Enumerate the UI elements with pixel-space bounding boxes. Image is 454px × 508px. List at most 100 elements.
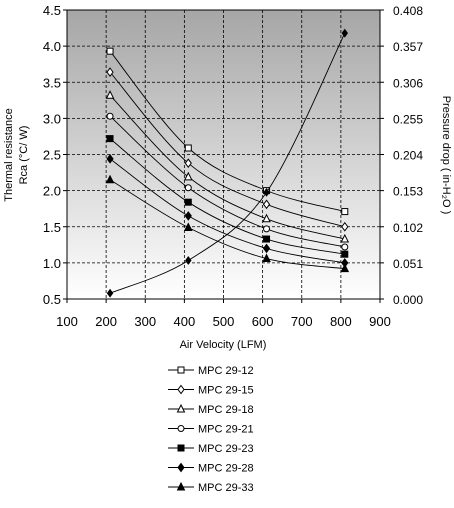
data-point xyxy=(262,213,271,223)
grid xyxy=(67,10,380,299)
series-mpc-29-21 xyxy=(106,112,349,251)
series-line xyxy=(109,50,345,213)
series-mpc-29-28 xyxy=(106,154,349,268)
y2-tick-label: 0.051 xyxy=(393,257,423,271)
y-axis-label-line2: Rca (°C/ W) xyxy=(18,126,30,185)
y2-tick-label: 0.102 xyxy=(393,221,423,235)
data-point xyxy=(341,208,349,216)
legend-marker xyxy=(177,444,185,452)
pressure-point xyxy=(185,256,192,265)
legend-marker xyxy=(177,425,185,432)
legend-marker xyxy=(176,481,186,491)
legend-item: MPC 29-15 xyxy=(168,385,254,397)
pressure-point xyxy=(106,288,114,298)
legend-item: MPC 29-33 xyxy=(168,481,254,494)
series-line xyxy=(109,138,345,255)
pressure-line xyxy=(109,32,346,294)
data-point xyxy=(106,112,114,120)
legend-label: MPC 29-21 xyxy=(198,424,254,436)
pressure-point xyxy=(341,28,349,38)
legend: MPC 29-12 MPC 29-15 MPC 29-18 MPC 29-21 MPC … xyxy=(168,365,254,494)
data-point xyxy=(340,233,350,243)
data-point xyxy=(263,235,271,243)
y2-tick-label: 0.306 xyxy=(393,76,423,90)
x-tick-label: 500 xyxy=(213,314,235,329)
legend-marker xyxy=(177,366,185,374)
data-point xyxy=(341,243,349,251)
series-pressure-drop xyxy=(106,28,349,298)
y-tick-label: 0.5 xyxy=(43,292,61,307)
y2-tick-label: 0.153 xyxy=(393,185,423,199)
data-point xyxy=(106,135,114,143)
data-point xyxy=(106,154,114,164)
series-mpc-29-33 xyxy=(105,174,350,273)
data-point xyxy=(341,250,349,258)
legend-label: MPC 29-28 xyxy=(198,463,254,475)
legend-item: MPC 29-28 xyxy=(168,463,254,475)
data-point xyxy=(106,67,114,77)
series-mpc-29-15 xyxy=(106,67,349,232)
series-line xyxy=(109,179,345,270)
y2-tick-label: 0.204 xyxy=(393,149,423,163)
data-point xyxy=(105,90,115,99)
data-point xyxy=(184,211,192,221)
legend-item: MPC 29-18 xyxy=(168,403,254,416)
data-point xyxy=(184,198,192,206)
data-point xyxy=(262,199,271,210)
legend-item: MPC 29-12 xyxy=(168,365,254,377)
legend-marker xyxy=(176,403,186,413)
y-tick-label: 3.0 xyxy=(43,111,61,126)
data-point xyxy=(184,158,192,169)
x-tick-label: 800 xyxy=(330,314,352,329)
data-point xyxy=(340,263,350,273)
series-line xyxy=(109,94,345,240)
data-point xyxy=(184,184,192,192)
series-line xyxy=(109,115,345,248)
legend-marker xyxy=(177,462,185,473)
y-tick-label: 2.5 xyxy=(43,148,61,163)
y-tick-label: 1.0 xyxy=(43,256,61,271)
legend-label: MPC 29-18 xyxy=(198,404,254,416)
series-mpc-29-23 xyxy=(106,135,349,258)
series-mpc-29-18 xyxy=(105,90,350,243)
data-point xyxy=(262,243,271,254)
legend-label: MPC 29-33 xyxy=(198,482,254,494)
x-tick-label: 100 xyxy=(56,314,78,329)
y-tick-label: 3.5 xyxy=(43,75,61,90)
pressure-point xyxy=(263,187,270,197)
legend-label: MPC 29-15 xyxy=(198,385,254,397)
y-tick-label: 1.5 xyxy=(43,220,61,235)
data-point xyxy=(263,225,271,233)
legend-label: MPC 29-23 xyxy=(198,443,254,455)
y-axis-label-line1: Thermal resistance xyxy=(3,108,15,202)
data-point xyxy=(262,253,271,263)
x-tick-label: 600 xyxy=(252,314,274,329)
x-tick-label: 300 xyxy=(134,314,156,329)
data-point xyxy=(105,174,115,184)
legend-item: MPC 29-21 xyxy=(168,424,254,436)
data-point xyxy=(183,222,193,231)
series-line xyxy=(109,71,345,228)
x-tick-label: 900 xyxy=(369,314,391,329)
data-point xyxy=(184,144,192,152)
y-tick-label: 4.0 xyxy=(43,39,61,54)
legend-label: MPC 29-12 xyxy=(198,365,254,377)
legend-item: MPC 29-23 xyxy=(168,443,254,455)
y2-axis-label: Pressure drop ( in-H₂O ) xyxy=(440,96,452,215)
y-tick-label: 2.0 xyxy=(43,184,61,199)
y2-tick-label: 0.357 xyxy=(393,40,423,54)
x-axis-label: Air Velocity (LFM) xyxy=(180,339,267,351)
y-axis: 0.5 1.0 1.5 2.0 2.5 3.0 3.5 4.0 4.5 xyxy=(43,3,67,307)
y2-tick-label: 0.408 xyxy=(393,4,423,18)
x-axis: 100 200 300 400 500 600 700 800 900 xyxy=(56,299,391,329)
y2-tick-label: 0.000 xyxy=(393,293,423,307)
data-point xyxy=(183,171,193,181)
series-line xyxy=(109,158,345,264)
y2-axis: 0.000 0.051 0.102 0.153 0.204 0.255 0.306 0.357… xyxy=(380,4,423,307)
y-tick-label: 4.5 xyxy=(43,3,61,18)
data-point xyxy=(106,47,114,55)
x-tick-label: 200 xyxy=(95,314,117,329)
y2-tick-label: 0.255 xyxy=(393,112,423,126)
data-point xyxy=(341,221,349,232)
